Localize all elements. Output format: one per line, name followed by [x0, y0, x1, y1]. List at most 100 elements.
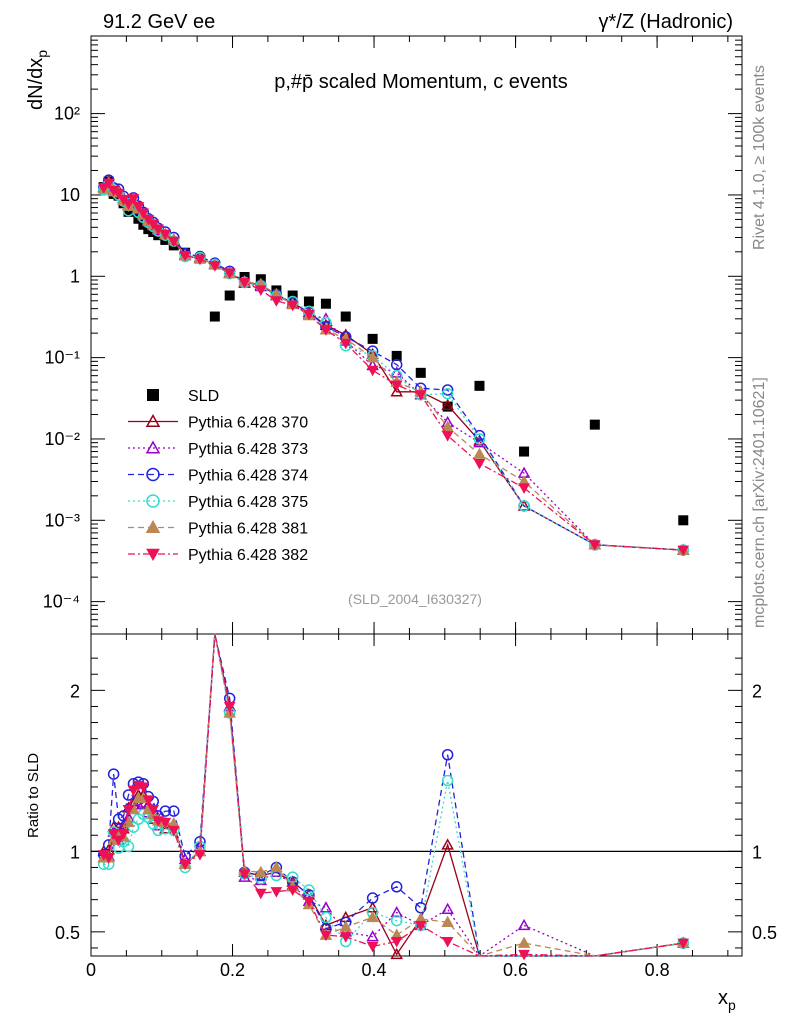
legend-item: Pythia 6.428 381 — [128, 519, 308, 538]
data-point — [167, 236, 180, 248]
ratio-line — [103, 633, 684, 957]
data-point — [286, 300, 299, 312]
data-point — [474, 380, 485, 391]
data-point — [589, 419, 600, 430]
legend-item: Pythia 6.428 370 — [128, 413, 308, 432]
ratio-point — [137, 782, 150, 793]
y-tick-label-main: 10 — [60, 185, 80, 205]
data-point — [473, 429, 486, 442]
y-tick-label-main: 1 — [70, 266, 80, 286]
ratio-point — [441, 915, 454, 927]
ratio-pythia-6-428-373 — [97, 633, 690, 957]
data-point — [473, 433, 486, 445]
data-point — [473, 458, 486, 470]
data-point — [132, 202, 145, 213]
legend-item: SLD — [147, 388, 219, 405]
data-point — [194, 254, 206, 266]
ratio-point — [414, 920, 427, 932]
data-point — [303, 309, 315, 321]
data-point — [678, 515, 689, 526]
ratio-point — [518, 949, 530, 961]
ratio-point — [366, 910, 379, 923]
legend-marker — [145, 413, 161, 428]
ratio-point — [102, 839, 115, 851]
legend-label: Pythia 6.428 382 — [188, 547, 308, 564]
legend-marker — [146, 494, 160, 508]
ratio-point — [167, 825, 180, 837]
ratio-point — [127, 821, 140, 833]
legend-marker — [146, 548, 160, 562]
data-point — [441, 384, 454, 396]
ratio-point — [254, 865, 268, 878]
ratio-point — [390, 905, 403, 918]
header-left: 91.2 GeV ee — [103, 11, 215, 33]
ratio-point — [142, 795, 155, 806]
ratio-point — [194, 850, 206, 861]
legend-label: Pythia 6.428 374 — [188, 468, 308, 485]
main-panel-frame — [90, 35, 743, 635]
ratio-point — [147, 804, 160, 816]
ratio-point — [122, 804, 135, 816]
legend-label: Pythia 6.428 381 — [188, 521, 308, 538]
analysis-reference: (SLD_2004_I630327) — [348, 591, 482, 607]
ratio-line — [103, 633, 684, 957]
ratio-pythia-6-428-370 — [97, 633, 690, 960]
ratio-point — [303, 884, 315, 896]
data-point — [390, 380, 403, 392]
y-tick-label-ratio: 2 — [70, 681, 80, 701]
ratio-pythia-6-428-374 — [97, 633, 690, 957]
ratio-point — [441, 774, 454, 787]
ratio-point — [303, 896, 315, 908]
y-tick-label-main: 10² — [54, 104, 80, 124]
ratio-pythia-6-428-375 — [97, 633, 690, 957]
data-point — [127, 194, 140, 205]
ratio-series-layer — [97, 633, 690, 961]
ratio-point — [366, 941, 379, 953]
ratio-point — [441, 838, 454, 850]
ratio-point — [254, 888, 267, 900]
y-axis-label-main-sub: p — [34, 50, 50, 58]
data-point — [224, 290, 235, 301]
data-point — [441, 420, 454, 432]
y-tick-label-main: 10⁻⁴ — [43, 592, 80, 612]
x-axis-label-sub: p — [728, 997, 736, 1013]
data-point — [102, 178, 115, 190]
data-point — [588, 540, 601, 551]
side-text-rivet: Rivet 4.1.0, ≥ 100k events — [751, 65, 768, 250]
data-point — [366, 351, 379, 363]
ratio-point — [159, 817, 172, 829]
legend-label: Pythia 6.428 375 — [188, 494, 308, 511]
y-tick-label-ratio-right: 0.5 — [752, 923, 777, 943]
ratio-line — [103, 633, 684, 957]
ratio-point — [339, 932, 352, 943]
header-right: γ*/Z (Hadronic) — [599, 11, 733, 33]
y-tick-label-ratio: 1 — [70, 842, 80, 862]
data-point — [517, 499, 531, 511]
ratio-point — [286, 885, 299, 897]
ratio-point — [390, 914, 403, 927]
data-point — [208, 261, 221, 272]
ratio-point — [677, 938, 690, 950]
legend: SLD Pythia 6.428 370 Pythia 6.428 373 Pythi… — [128, 388, 308, 564]
ratio-point — [270, 860, 283, 873]
main-series-layer — [97, 174, 690, 557]
ratio-point — [366, 930, 379, 942]
data-point — [677, 545, 690, 557]
data-point — [270, 296, 283, 307]
ratio-point — [107, 829, 120, 840]
data-point — [366, 365, 379, 377]
side-text-mcplots: mcplots.cern.ch [arXiv:2401.10621] — [751, 377, 768, 628]
data-point — [367, 333, 378, 344]
y-tick-label-main: 10⁻² — [44, 429, 80, 449]
data-point — [473, 436, 486, 448]
data-point — [441, 431, 454, 442]
ratio-point — [390, 947, 403, 960]
data-point — [238, 277, 251, 289]
ratio-point — [390, 937, 403, 948]
data-point — [209, 311, 220, 322]
ratio-pythia-6-428-381 — [97, 633, 690, 957]
ratio-pythia-6-428-382 — [97, 633, 690, 961]
data-point — [303, 296, 314, 307]
legend-label: Pythia 6.428 370 — [188, 415, 308, 432]
x-tick-label: 0.2 — [220, 960, 245, 980]
